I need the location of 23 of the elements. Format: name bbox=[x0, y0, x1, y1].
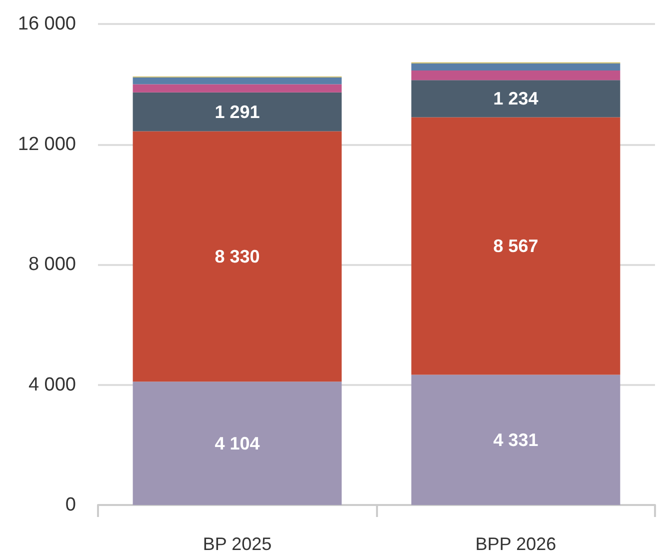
x-tick-label: BPP 2026 bbox=[475, 534, 556, 554]
y-tick-label: 12 000 bbox=[18, 134, 76, 155]
data-label: 4 331 bbox=[493, 430, 538, 450]
data-label: 1 291 bbox=[214, 102, 260, 122]
bar bbox=[132, 382, 342, 505]
bar bbox=[132, 131, 342, 382]
data-label: 8 330 bbox=[214, 246, 260, 266]
bar bbox=[411, 80, 620, 118]
y-tick-label: 4 000 bbox=[28, 374, 76, 396]
bar bbox=[411, 374, 620, 505]
y-tick-label: 8 000 bbox=[28, 254, 76, 275]
y-tick-label: 16 000 bbox=[18, 14, 76, 34]
bar bbox=[132, 77, 342, 84]
data-label: 1 234 bbox=[493, 88, 538, 109]
bar bbox=[411, 63, 620, 71]
data-label: 8 567 bbox=[493, 236, 538, 256]
bar bbox=[411, 70, 620, 80]
x-tick-label: BP 2025 bbox=[202, 534, 272, 554]
bar bbox=[411, 117, 620, 375]
bar bbox=[132, 92, 342, 132]
bar bbox=[132, 84, 342, 92]
y-tick-label: 0 bbox=[65, 494, 76, 516]
data-label: 4 104 bbox=[214, 433, 260, 454]
